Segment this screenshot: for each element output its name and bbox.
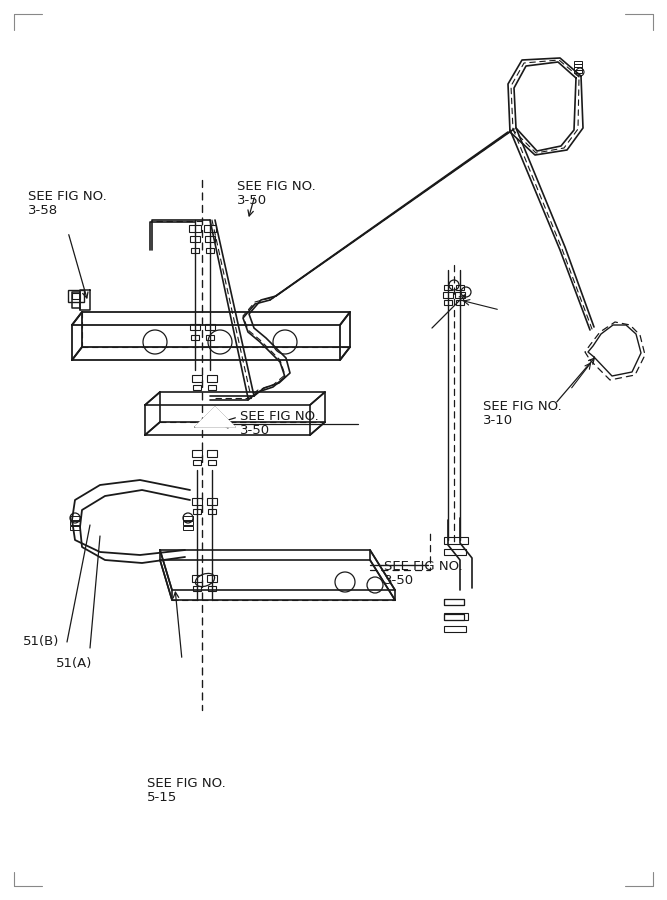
Bar <box>444 599 464 605</box>
Bar <box>574 67 582 70</box>
Bar <box>189 225 201 232</box>
Text: 3-50: 3-50 <box>384 574 414 587</box>
Bar <box>70 516 80 520</box>
Text: SEE FIG NO.: SEE FIG NO. <box>237 180 315 193</box>
Bar <box>444 537 468 544</box>
Bar <box>208 509 216 514</box>
Bar <box>444 549 466 555</box>
Bar <box>205 324 215 330</box>
Text: SEE FIG NO.: SEE FIG NO. <box>384 560 463 573</box>
Bar <box>206 248 214 253</box>
Bar <box>574 64 582 67</box>
Bar <box>183 521 193 525</box>
Bar <box>190 324 200 330</box>
Text: SEE FIG NO.: SEE FIG NO. <box>483 400 562 413</box>
Bar <box>208 586 216 591</box>
Bar <box>208 460 216 465</box>
Bar <box>444 626 466 632</box>
Bar <box>444 599 464 605</box>
Bar <box>70 521 80 525</box>
Text: SEE FIG NO.: SEE FIG NO. <box>28 190 107 203</box>
Text: SEE FIG NO.: SEE FIG NO. <box>147 777 225 790</box>
Bar <box>444 300 452 305</box>
Bar <box>574 70 582 73</box>
Text: 3-50: 3-50 <box>237 194 267 207</box>
Bar <box>207 375 217 382</box>
Bar <box>183 516 193 520</box>
Bar <box>456 285 464 290</box>
Bar <box>455 292 465 298</box>
Bar <box>443 292 453 298</box>
Text: 3-10: 3-10 <box>483 414 513 427</box>
Bar <box>70 526 80 530</box>
Bar <box>191 335 199 340</box>
Bar <box>193 586 201 591</box>
Bar <box>193 460 201 465</box>
Text: 5-15: 5-15 <box>147 791 177 804</box>
Text: 51(B): 51(B) <box>23 635 59 648</box>
Bar <box>444 614 464 620</box>
Text: 3-58: 3-58 <box>28 204 58 217</box>
Bar <box>444 285 452 290</box>
Bar <box>192 498 202 505</box>
Bar <box>183 526 193 530</box>
Bar <box>206 335 214 340</box>
Bar <box>208 385 216 390</box>
Bar <box>444 599 464 605</box>
Bar <box>192 450 202 457</box>
Bar <box>190 236 200 242</box>
Bar <box>192 575 202 582</box>
Bar <box>193 385 201 390</box>
Bar <box>193 509 201 514</box>
Bar <box>456 300 464 305</box>
Bar <box>207 498 217 505</box>
Polygon shape <box>195 407 235 427</box>
Bar <box>72 293 80 299</box>
Bar <box>191 248 199 253</box>
Text: 3-50: 3-50 <box>240 424 270 437</box>
Bar <box>207 575 217 582</box>
Bar <box>192 375 202 382</box>
Bar <box>204 225 216 232</box>
Bar <box>205 236 215 242</box>
Bar <box>68 290 84 302</box>
Text: 51(A): 51(A) <box>56 657 92 670</box>
Bar <box>574 61 582 64</box>
Bar <box>444 613 468 620</box>
Bar <box>444 614 464 620</box>
Text: SEE FIG NO.: SEE FIG NO. <box>240 410 319 423</box>
Bar <box>207 450 217 457</box>
